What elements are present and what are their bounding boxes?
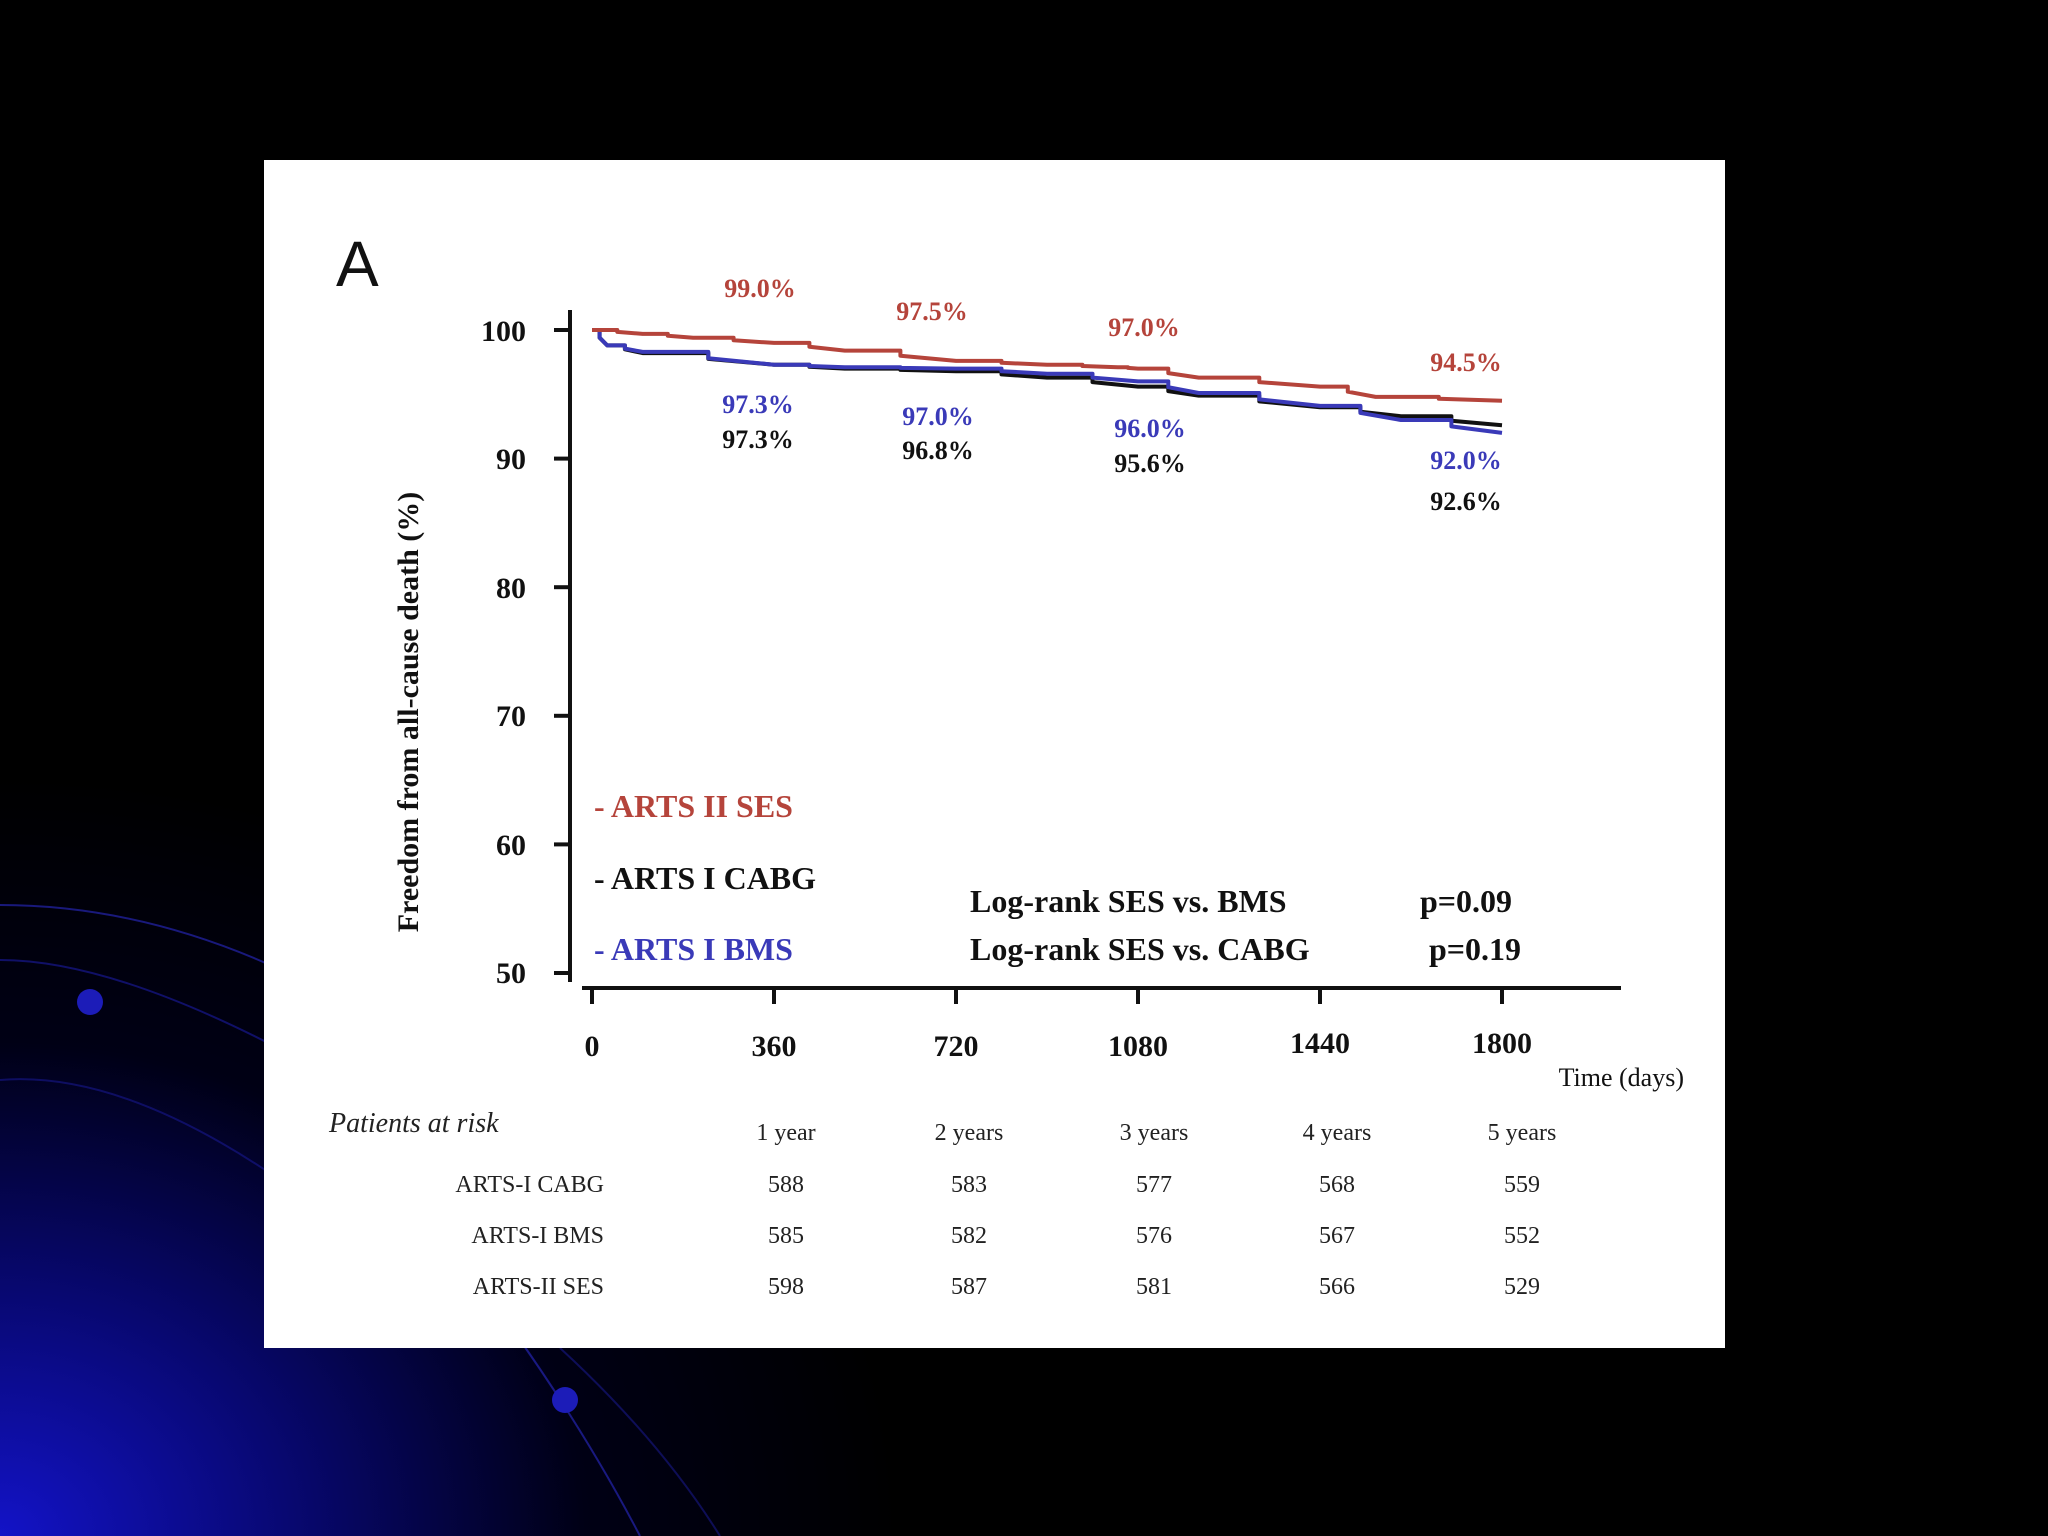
decorative-arc [559,1347,721,1536]
bms-label-3y: 96.0% [1114,414,1186,443]
risk-cell: 585 [768,1223,804,1249]
y-tick-label: 60 [496,829,526,862]
ses-label-1y: 99.0% [724,274,796,303]
y-tick-label: 90 [496,443,526,476]
bms-label-5y: 92.0% [1430,446,1502,475]
risk-cell: 529 [1504,1274,1540,1300]
legend-item-cabg: - ARTS I CABG [594,860,816,896]
y-tick-label: 70 [496,700,526,733]
legend-item-ses: - ARTS II SES [594,788,793,824]
risk-cell: 583 [951,1172,987,1198]
y-tick-label: 80 [496,572,526,605]
cabg-label-1y: 97.3% [722,425,794,454]
legend: - ARTS II SES - ARTS I CABG - ARTS I BMS [594,788,816,967]
risk-header: 2 years [935,1120,1004,1146]
table-row: ARTS-I CABG 588 583 577 568 559 [455,1172,1540,1198]
x-ticks: 0 360 720 1080 1440 1800 [585,1027,1533,1063]
risk-header: 5 years [1488,1120,1557,1146]
log-rank-annotations: Log-rank SES vs. BMS p=0.09 Log-rank SES… [970,883,1521,967]
risk-header: 3 years [1120,1120,1189,1146]
y-tick-label: 50 [496,957,526,990]
x-tick-label: 1440 [1290,1027,1350,1060]
risk-table-title: Patients at risk [328,1108,499,1139]
risk-header: 4 years [1303,1120,1372,1146]
table-row: ARTS-II SES 598 587 581 566 529 [473,1274,1540,1300]
decorative-dot [552,1387,578,1413]
decorative-arc [519,1339,641,1536]
risk-cell: 567 [1319,1223,1355,1249]
risk-cell: 582 [951,1223,987,1249]
risk-row-label: ARTS-I BMS [471,1223,604,1249]
cabg-label-2y: 96.8% [902,436,974,465]
risk-header: 1 year [756,1120,815,1146]
bms-label-1y: 97.3% [722,390,794,419]
ses-label-5y: 94.5% [1430,348,1502,377]
risk-cell: 552 [1504,1223,1540,1249]
figure-panel: A Freedom from all-cause death (%) 100 9… [264,160,1725,1348]
risk-cell: 598 [768,1274,804,1300]
log-rank-cabg-text: Log-rank SES vs. CABG [970,931,1310,967]
risk-cell: 588 [768,1172,804,1198]
x-tick-label: 1800 [1472,1027,1532,1060]
y-tick-label: 100 [481,315,526,348]
risk-row-label: ARTS-I CABG [455,1172,604,1198]
cabg-label-3y: 95.6% [1114,449,1186,478]
ses-label-2y: 97.5% [896,297,968,326]
risk-cell: 566 [1319,1274,1355,1300]
series-line-arts-ii-ses [592,328,1503,403]
bms-label-2y: 97.0% [902,402,974,431]
cabg-label-5y: 92.6% [1430,487,1502,516]
risk-cell: 577 [1136,1172,1172,1198]
log-rank-cabg-p: p=0.19 [1429,931,1521,967]
survival-chart: A Freedom from all-cause death (%) 100 9… [328,228,1684,1300]
risk-cell: 576 [1136,1223,1172,1249]
decorative-arc [0,1078,281,1181]
y-axis-title: Freedom from all-cause death (%) [392,492,425,932]
x-tick-label: 360 [752,1030,797,1063]
ses-label-3y: 97.0% [1108,313,1180,342]
x-tick-label: 1080 [1108,1030,1168,1063]
cabg-point-labels: 97.3% 96.8% 95.6% 92.6% [722,425,1502,516]
panel-label: A [336,228,379,300]
risk-cell: 559 [1504,1172,1540,1198]
table-row: ARTS-I BMS 585 582 576 567 552 [471,1223,1540,1249]
decorative-dot [77,989,103,1015]
log-rank-bms-text: Log-rank SES vs. BMS [970,883,1287,919]
risk-cell: 581 [1136,1274,1172,1300]
risk-row-label: ARTS-II SES [473,1274,604,1300]
x-axis-title: Time (days) [1559,1063,1684,1092]
tick-marks [554,328,1504,1004]
bms-point-labels: 97.3% 97.0% 96.0% 92.0% [722,390,1502,475]
x-tick-label: 0 [585,1030,600,1063]
risk-cell: 587 [951,1274,987,1300]
legend-item-bms: - ARTS I BMS [594,931,793,967]
series-lines [592,328,1503,435]
ses-point-labels: 99.0% 97.5% 97.0% 94.5% [724,274,1502,377]
risk-cell: 568 [1319,1172,1355,1198]
y-ticks: 100 90 80 70 60 50 [481,315,526,990]
series-line-arts-i-bms [592,328,1503,435]
risk-table: Patients at risk 1 year 2 years 3 years … [328,1108,1556,1300]
log-rank-bms-p: p=0.09 [1420,883,1512,919]
x-tick-label: 720 [934,1030,979,1063]
